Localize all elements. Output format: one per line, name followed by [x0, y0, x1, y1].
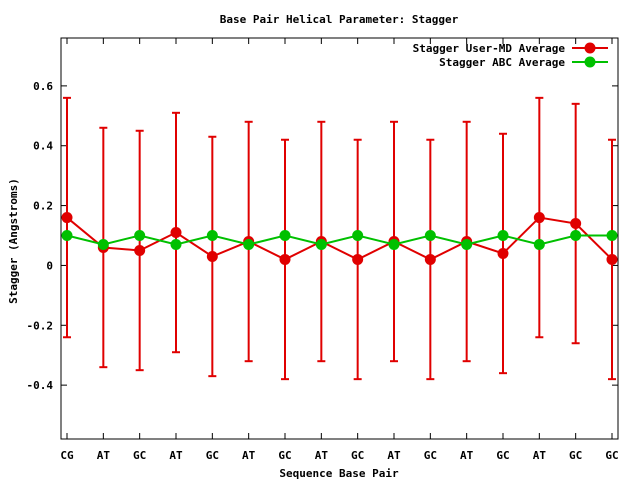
data-point: [97, 238, 109, 250]
series-1: [61, 230, 618, 250]
data-point: [206, 250, 218, 262]
data-point: [315, 238, 327, 250]
data-point: [352, 253, 364, 265]
data-point: [424, 230, 436, 242]
legend-label-user-md: Stagger User-MD Average: [413, 42, 566, 55]
y-tick-label: 0.6: [33, 80, 53, 93]
y-tick-label: 0.4: [33, 140, 53, 153]
x-tick-label: AT: [387, 449, 401, 462]
data-point: [533, 212, 545, 224]
x-tick-label: GC: [424, 449, 437, 462]
data-point: [134, 230, 146, 242]
series-layer: [61, 96, 618, 381]
data-point: [461, 238, 473, 250]
x-tick-label: AT: [242, 449, 256, 462]
data-point: [388, 238, 400, 250]
data-point: [497, 230, 509, 242]
chart-title: Base Pair Helical Parameter: Stagger: [220, 13, 459, 26]
plot-frame: [60, 37, 619, 440]
data-point: [497, 247, 509, 259]
x-tick-label: GC: [278, 449, 291, 462]
data-point: [170, 238, 182, 250]
data-point: [279, 230, 291, 242]
series-line: [66, 234, 612, 246]
legend-label-abc: Stagger ABC Average: [439, 56, 565, 69]
y-axis-label: Stagger (Angstroms): [7, 178, 20, 304]
data-point: [606, 230, 618, 242]
x-tick-label: AT: [169, 449, 183, 462]
y-tick-label: -0.2: [27, 319, 54, 332]
data-point: [570, 218, 582, 230]
x-tick-label: AT: [315, 449, 329, 462]
data-point: [243, 238, 255, 250]
y-tick-label: -0.4: [27, 379, 54, 392]
data-point: [533, 238, 545, 250]
series-line: [66, 216, 613, 261]
legend: Stagger User-MD Average Stagger ABC Aver…: [413, 42, 608, 69]
legend-marker-user-md: [584, 42, 596, 54]
y-tick-label: 0: [46, 259, 53, 272]
x-tick-label: GC: [206, 449, 219, 462]
x-tick-label: AT: [97, 449, 111, 462]
data-point: [424, 253, 436, 265]
data-point: [206, 230, 218, 242]
x-tick-label: CG: [60, 449, 74, 462]
y-tick-label: 0.2: [33, 200, 53, 213]
data-point: [279, 253, 291, 265]
data-point: [570, 230, 582, 242]
x-tick-label: GC: [351, 449, 364, 462]
x-tick-label: GC: [605, 449, 618, 462]
x-tick-label: AT: [460, 449, 474, 462]
data-point: [134, 244, 146, 256]
axis-ticks: -0.4 -0.2 0 0.2 0.4 0.6 CG AT GC AT GC AT GC AT GC AT GC…: [27, 38, 619, 462]
x-tick-label: GC: [569, 449, 582, 462]
x-axis-label: Sequence Base Pair: [279, 467, 399, 480]
data-point: [61, 212, 73, 224]
x-tick-label: GC: [496, 449, 509, 462]
data-point: [606, 253, 618, 265]
series-0: [61, 96, 618, 381]
data-point: [170, 227, 182, 239]
x-tick-label: GC: [133, 449, 146, 462]
data-point: [352, 230, 364, 242]
legend-marker-abc: [584, 56, 596, 68]
x-tick-label: AT: [533, 449, 547, 462]
data-point: [61, 230, 73, 242]
